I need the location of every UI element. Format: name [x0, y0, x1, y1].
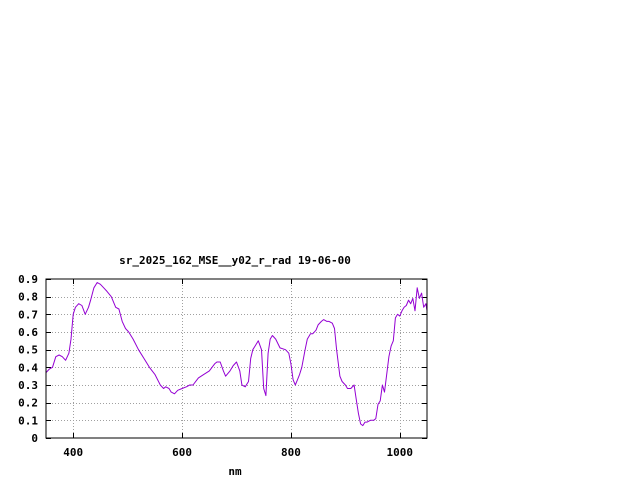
y-tick-label: 0.3 — [18, 379, 38, 392]
series-group — [45, 282, 428, 427]
x-tick-label: 800 — [281, 446, 301, 459]
y-tick-label: 0.5 — [18, 344, 38, 357]
plot-border — [45, 278, 428, 439]
x-tick-label: 1000 — [387, 446, 414, 459]
y-tick-label: 0.4 — [18, 361, 38, 374]
y-tick-label: 0.9 — [18, 273, 38, 286]
grid-lines — [46, 279, 427, 438]
y-tick-label: 0.7 — [18, 308, 38, 321]
x-tick-label: 400 — [63, 446, 83, 459]
y-tick-label: 0.6 — [18, 326, 38, 339]
x-axis-ticks: 400 600 800 1000 — [63, 279, 413, 459]
y-tick-label: 0.8 — [18, 291, 38, 304]
series-line — [45, 282, 428, 427]
y-tick-label: 0.2 — [18, 397, 38, 410]
y-tick-label: 0.1 — [18, 414, 38, 427]
y-axis-ticks: 0 0.1 0.2 0.3 0.4 0.5 0.6 0.7 0.8 0.9 — [18, 273, 427, 445]
chart-title: sr_2025_162_MSE__y02_r_rad 19-06-00 — [119, 254, 351, 267]
x-axis-label: nm — [228, 465, 242, 478]
x-tick-label: 600 — [172, 446, 192, 459]
y-tick-label: 0 — [31, 432, 38, 445]
